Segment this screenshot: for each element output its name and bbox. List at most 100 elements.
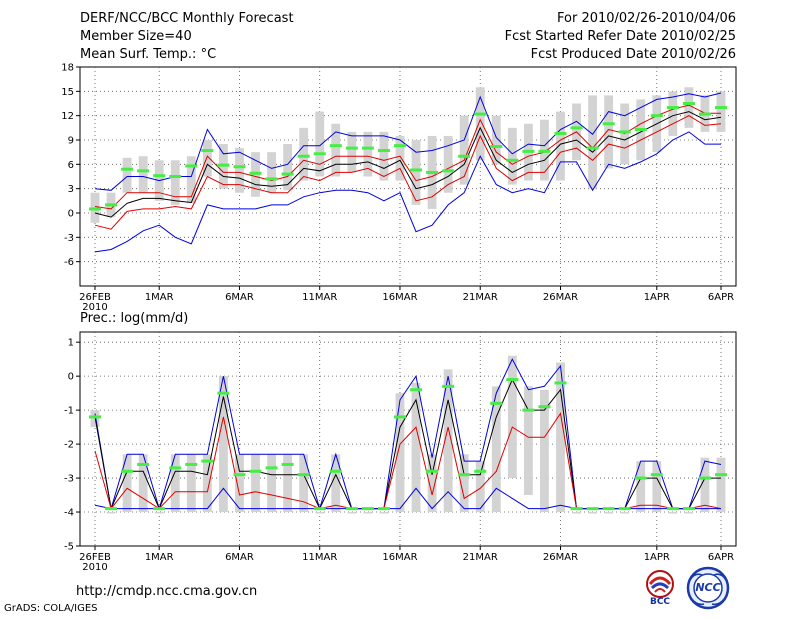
- spread-bar: [475, 461, 485, 513]
- x-tick-label: 6APR: [708, 292, 734, 303]
- y-tick-label: 0: [68, 372, 74, 383]
- source-url[interactable]: http://cmdp.ncc.cma.gov.cn: [76, 584, 258, 599]
- x-tick-label: 26MAR: [543, 292, 578, 303]
- spread-bar: [684, 512, 694, 514]
- spread-bar: [235, 148, 244, 193]
- x-tick-label: 26FEB: [79, 292, 111, 303]
- x-tick-label: 1MAR: [145, 552, 174, 563]
- y-tick-label: 0: [68, 209, 74, 220]
- spread-bar: [459, 115, 469, 185]
- forecast-period: For 2010/02/26-2010/04/06: [557, 11, 736, 26]
- member-size: Member Size=40: [80, 29, 192, 44]
- x-tick-label: 21MAR: [463, 552, 498, 563]
- x-tick-label: 11MAR: [302, 552, 337, 563]
- ncc-logo-text: NCC: [695, 581, 721, 594]
- x-tick-label: 6MAR: [225, 292, 254, 303]
- spread-bar: [122, 454, 132, 513]
- spread-bar: [315, 512, 325, 514]
- y-tick-label: 6: [68, 160, 74, 171]
- spread-bar: [411, 382, 421, 513]
- spread-bar: [507, 127, 517, 185]
- spread-bar: [443, 135, 453, 193]
- spread-bar: [700, 457, 710, 513]
- panel-title: Prec.: log(mm/d): [80, 311, 188, 326]
- spread-bar: [218, 376, 228, 513]
- y-tick-label: -6: [64, 257, 74, 268]
- series-line-upper-envelope: [94, 92, 722, 191]
- x-tick-sublabel: 2010: [82, 302, 107, 313]
- spread-bar: [443, 369, 453, 513]
- spread-bar: [202, 454, 212, 513]
- spread-bar: [540, 389, 549, 513]
- spread-bar: [186, 454, 196, 513]
- x-tick-label: 1MAR: [145, 292, 174, 303]
- spread-bar: [170, 454, 180, 513]
- chart-title: DERF/NCC/BCC Monthly Forecast: [80, 11, 294, 26]
- spread-bar: [652, 461, 662, 513]
- spread-bar: [106, 512, 116, 514]
- x-tick-label: 26MAR: [543, 552, 578, 563]
- y-tick-label: 12: [61, 111, 74, 122]
- y-tick-label: -3: [64, 233, 74, 244]
- series-line-ensemble-median: [94, 111, 722, 218]
- spread-bar: [186, 156, 196, 204]
- y-tick-label: 18: [61, 63, 74, 74]
- x-tick-label: 16MAR: [382, 292, 417, 303]
- spread-bar: [363, 131, 373, 177]
- spread-bar: [299, 454, 309, 513]
- spread-bar: [411, 140, 421, 205]
- y-tick-label: -1: [64, 406, 74, 417]
- spread-bar: [636, 461, 646, 513]
- forecast-produced: Fcst Produced Date 2010/02/26: [530, 47, 736, 62]
- y-tick-label: 15: [61, 87, 74, 98]
- spread-bar: [523, 386, 533, 496]
- x-tick-label: 16MAR: [382, 552, 417, 563]
- x-tick-label: 6MAR: [225, 552, 254, 563]
- spread-bar: [395, 135, 405, 181]
- x-tick-label: 1APR: [644, 292, 670, 303]
- spread-bar: [588, 95, 598, 189]
- spread-bar: [684, 87, 694, 128]
- series-line-ensemble-lower: [94, 115, 722, 230]
- spread-bar: [331, 454, 341, 513]
- spread-bar: [491, 386, 501, 513]
- y-tick-label: -2: [64, 440, 74, 451]
- spread-bar: [716, 457, 726, 513]
- spread-bar: [251, 454, 260, 513]
- spread-bar: [620, 512, 630, 514]
- y-tick-label: 9: [68, 136, 74, 147]
- spread-bar: [491, 115, 501, 165]
- spread-bar: [459, 454, 469, 513]
- spread-bar: [347, 131, 357, 173]
- spread-bar: [379, 131, 389, 181]
- spread-bar: [556, 362, 565, 513]
- spread-bar: [122, 157, 132, 193]
- spread-bar: [556, 111, 565, 181]
- y-tick-label: 3: [68, 184, 74, 195]
- x-tick-label: 26FEB: [79, 552, 111, 563]
- spread-bar: [202, 140, 212, 177]
- x-tick-label: 21MAR: [463, 292, 498, 303]
- spread-bar: [363, 512, 373, 514]
- series-line-lower-envelope: [94, 131, 721, 253]
- spread-bar: [299, 127, 309, 181]
- spread-bar: [475, 87, 485, 161]
- series-line-lower-envelope: [94, 487, 721, 510]
- spread-bar: [267, 454, 276, 513]
- spread-bar: [395, 393, 405, 513]
- bcc-logo: BCC: [640, 568, 680, 608]
- spread-bar: [267, 152, 276, 193]
- y-tick-label: 1: [68, 338, 74, 349]
- spread-bar: [379, 512, 389, 514]
- x-tick-label: 6APR: [708, 552, 734, 563]
- spread-bar: [331, 123, 341, 177]
- spread-bar: [283, 454, 293, 513]
- series-line-ensemble-upper: [94, 104, 721, 210]
- spread-bar: [507, 355, 517, 479]
- spread-bar: [235, 454, 244, 513]
- plot-frame: [79, 331, 737, 547]
- y-tick-label: -3: [64, 474, 74, 485]
